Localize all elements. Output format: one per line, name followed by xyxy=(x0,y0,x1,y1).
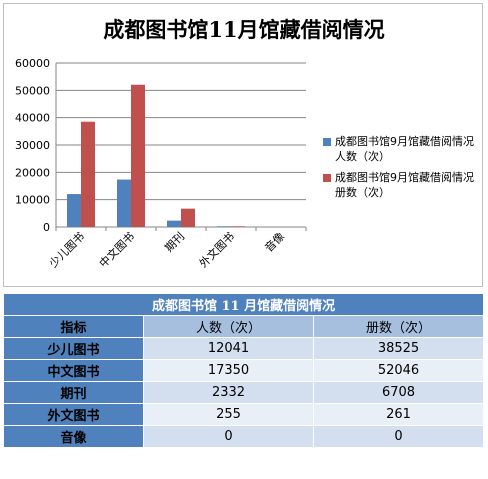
row-people: 2332 xyxy=(143,381,314,404)
bar xyxy=(67,194,81,227)
table-row: 期刊 2332 6708 xyxy=(3,381,485,404)
table-title-row: 成都图书馆 11 月馆藏借阅情况 xyxy=(2,293,485,316)
row-people: 255 xyxy=(143,403,314,426)
row-label: 少儿图书 xyxy=(3,337,144,360)
legend-swatch-people xyxy=(323,138,331,146)
table-row: 音像 0 0 xyxy=(3,425,485,448)
chart-title: 成都图书馆11月馆藏借阅情况 xyxy=(103,17,385,42)
legend-swatch-volumes xyxy=(323,174,331,182)
legend-label-people: 成都图书馆9月馆藏借阅情况 人数（次） xyxy=(335,135,474,163)
row-volumes: 261 xyxy=(312,403,485,426)
legend-label-volumes: 成都图书馆9月馆藏借阅情况 册数（次） xyxy=(335,171,474,199)
bar xyxy=(131,84,145,227)
row-label: 音像 xyxy=(3,425,144,448)
legend: 成都图书馆9月馆藏借阅情况 人数（次） 成都图书馆9月馆藏借阅情况 册数（次） xyxy=(323,134,483,206)
y-tick-label: 50000 xyxy=(15,84,50,97)
y-tick-label: 30000 xyxy=(15,139,50,152)
table-header-row: 指标 人数（次） 册数（次） xyxy=(3,315,485,338)
bar xyxy=(181,208,195,227)
row-volumes: 38525 xyxy=(312,337,485,360)
bar xyxy=(167,220,181,227)
row-volumes: 52046 xyxy=(312,359,485,382)
legend-item-volumes: 成都图书馆9月馆藏借阅情况 册数（次） xyxy=(323,170,483,200)
x-tick-label: 外文图书 xyxy=(196,229,237,270)
x-tick-label: 中文图书 xyxy=(96,229,137,270)
header-people: 人数（次） xyxy=(143,315,314,338)
table-row: 外文图书 255 261 xyxy=(3,403,485,426)
table-title: 成都图书馆 11 月馆藏借阅情况 xyxy=(2,293,485,316)
row-label: 外文图书 xyxy=(3,403,144,426)
legend-item-people: 成都图书馆9月馆藏借阅情况 人数（次） xyxy=(323,134,483,164)
header-indicator: 指标 xyxy=(3,315,144,338)
row-volumes: 0 xyxy=(312,425,485,448)
row-people: 17350 xyxy=(143,359,314,382)
bar xyxy=(117,179,131,227)
y-tick-label: 20000 xyxy=(15,166,50,179)
chart-panel: 成都图书馆11月馆藏借阅情况 0 10000 20000 30000 40000 5000… xyxy=(3,3,483,287)
bar-chart: 0 10000 20000 30000 40000 50000 60000 少儿图书 中文图书期… xyxy=(15,57,307,270)
x-tick-label: 少儿图书 xyxy=(47,230,87,270)
table-row: 少儿图书 12041 38525 xyxy=(3,337,485,360)
row-label: 中文图书 xyxy=(3,359,144,382)
bar xyxy=(217,226,231,227)
y-tick-label: 40000 xyxy=(15,112,50,125)
y-tick-label: 0 xyxy=(43,221,50,234)
table-row: 中文图书 17350 52046 xyxy=(3,359,485,382)
bar xyxy=(231,226,245,227)
x-tick-label: 期刊 xyxy=(162,230,187,255)
row-people: 12041 xyxy=(143,337,314,360)
x-tick-label: 音像 xyxy=(262,229,287,254)
data-table: 成都图书馆 11 月馆藏借阅情况 指标 人数（次） 册数（次） 少儿图书 120… xyxy=(2,293,485,448)
row-people: 0 xyxy=(143,425,314,448)
y-tick-label: 60000 xyxy=(15,57,50,70)
header-volumes: 册数（次） xyxy=(312,315,485,338)
row-volumes: 6708 xyxy=(312,381,485,404)
y-tick-label: 10000 xyxy=(15,194,50,207)
row-label: 期刊 xyxy=(3,381,144,404)
bar xyxy=(81,121,95,227)
